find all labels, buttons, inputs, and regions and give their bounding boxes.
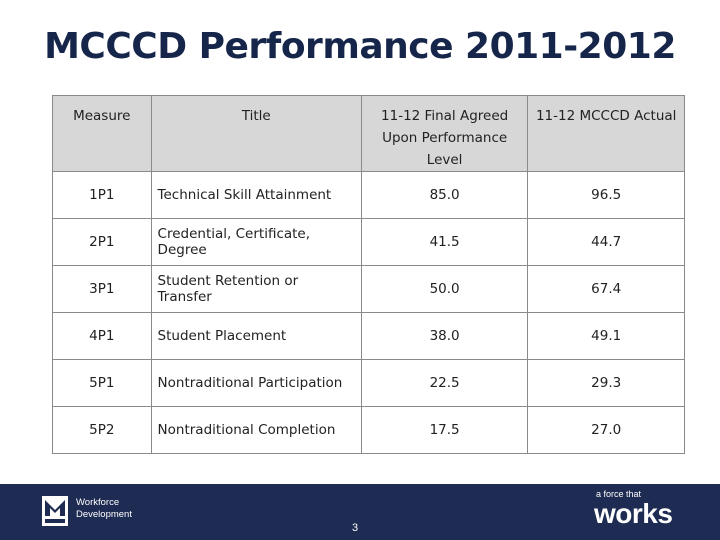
table-row: 4P1 Student Placement 38.0 49.1 bbox=[52, 312, 685, 360]
workforce-logo-text: Workforce Development bbox=[76, 497, 132, 521]
agreed-cell: 50.0 bbox=[360, 265, 529, 313]
measure-cell: 2P1 bbox=[52, 218, 152, 266]
agreed-cell: 38.0 bbox=[360, 312, 529, 360]
measure-cell: 5P2 bbox=[52, 406, 152, 454]
footer-bar: Workforce Development 3 a force that wor… bbox=[0, 484, 720, 540]
tagline-small: a force that bbox=[596, 489, 642, 499]
actual-cell: 27.0 bbox=[527, 406, 685, 454]
logo-line-1: Workforce bbox=[76, 497, 120, 508]
title-cell: Technical Skill Attainment bbox=[150, 171, 362, 219]
title-cell: Student Retention or Transfer bbox=[150, 265, 362, 313]
title-cell: Credential, Certificate, Degree bbox=[150, 218, 362, 266]
title-cell: Nontraditional Participation bbox=[150, 359, 362, 407]
measure-cell: 4P1 bbox=[52, 312, 152, 360]
header-measure: Measure bbox=[52, 95, 152, 172]
table-row: 3P1 Student Retention or Transfer 50.0 6… bbox=[52, 265, 685, 313]
actual-cell: 44.7 bbox=[527, 218, 685, 266]
agreed-cell: 17.5 bbox=[360, 406, 529, 454]
header-title: Title bbox=[150, 95, 362, 172]
table-row: 2P1 Credential, Certificate, Degree 41.5… bbox=[52, 218, 685, 266]
agreed-cell: 85.0 bbox=[360, 171, 529, 219]
performance-table: Measure Title 11-12 Final Agreed Upon Pe… bbox=[52, 95, 685, 454]
slide-title: MCCCD Performance 2011-2012 bbox=[44, 26, 676, 67]
page-number: 3 bbox=[352, 522, 359, 534]
table-row: 1P1 Technical Skill Attainment 85.0 96.5 bbox=[52, 171, 685, 219]
logo-line-2: Development bbox=[76, 509, 132, 520]
title-cell: Nontraditional Completion bbox=[150, 406, 362, 454]
actual-cell: 49.1 bbox=[527, 312, 685, 360]
actual-cell: 29.3 bbox=[527, 359, 685, 407]
agreed-cell: 41.5 bbox=[360, 218, 529, 266]
actual-cell: 67.4 bbox=[527, 265, 685, 313]
header-agreed-level: 11-12 Final Agreed Upon Performance Leve… bbox=[360, 95, 529, 172]
table-header-row: Measure Title 11-12 Final Agreed Upon Pe… bbox=[52, 95, 685, 172]
title-cell: Student Placement bbox=[150, 312, 362, 360]
measure-cell: 1P1 bbox=[52, 171, 152, 219]
actual-cell: 96.5 bbox=[527, 171, 685, 219]
tagline-works: works bbox=[594, 498, 673, 529]
table-row: 5P2 Nontraditional Completion 17.5 27.0 bbox=[52, 406, 685, 454]
measure-cell: 3P1 bbox=[52, 265, 152, 313]
agreed-cell: 22.5 bbox=[360, 359, 529, 407]
table-row: 5P1 Nontraditional Participation 22.5 29… bbox=[52, 359, 685, 407]
workforce-logo-icon bbox=[42, 496, 68, 526]
header-actual: 11-12 MCCCD Actual bbox=[527, 95, 685, 172]
measure-cell: 5P1 bbox=[52, 359, 152, 407]
